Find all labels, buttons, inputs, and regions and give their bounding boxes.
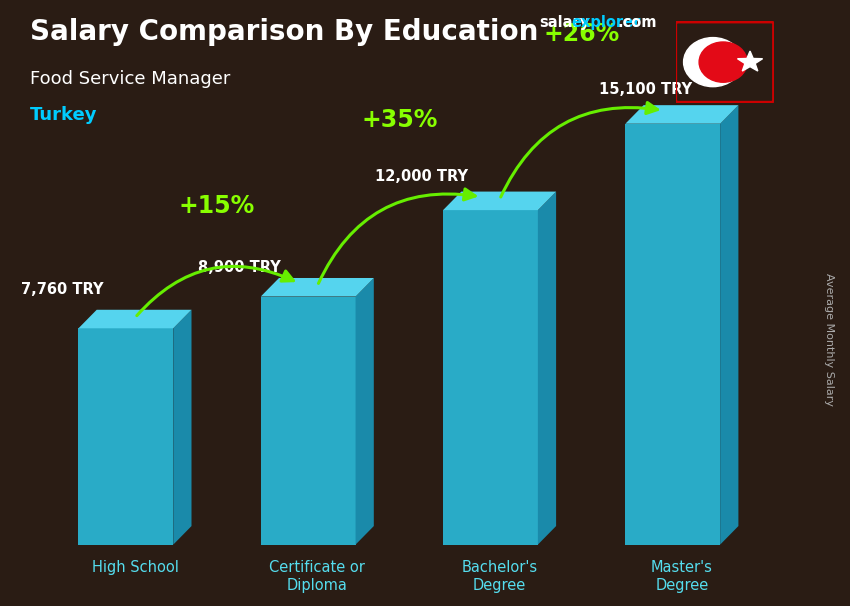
Polygon shape bbox=[720, 105, 739, 545]
Polygon shape bbox=[738, 51, 762, 71]
Text: 12,000 TRY: 12,000 TRY bbox=[375, 168, 468, 184]
Text: Food Service Manager: Food Service Manager bbox=[30, 70, 230, 88]
Polygon shape bbox=[355, 278, 374, 545]
Polygon shape bbox=[626, 124, 720, 545]
Text: .com: .com bbox=[617, 15, 656, 30]
Text: salary: salary bbox=[540, 15, 590, 30]
Text: Salary Comparison By Education: Salary Comparison By Education bbox=[30, 18, 538, 46]
Text: +26%: +26% bbox=[543, 22, 620, 45]
Text: explorer: explorer bbox=[571, 15, 641, 30]
Text: Bachelor's
Degree: Bachelor's Degree bbox=[462, 561, 538, 593]
Circle shape bbox=[683, 38, 742, 87]
Text: +35%: +35% bbox=[361, 108, 438, 132]
Polygon shape bbox=[443, 210, 538, 545]
Polygon shape bbox=[538, 191, 556, 545]
Text: +15%: +15% bbox=[178, 195, 255, 219]
Text: Master's
Degree: Master's Degree bbox=[651, 561, 713, 593]
Text: 8,900 TRY: 8,900 TRY bbox=[197, 261, 280, 275]
Text: Average Monthly Salary: Average Monthly Salary bbox=[824, 273, 834, 406]
Polygon shape bbox=[78, 310, 191, 328]
Text: 15,100 TRY: 15,100 TRY bbox=[599, 82, 692, 97]
Polygon shape bbox=[443, 191, 556, 210]
Polygon shape bbox=[261, 278, 374, 296]
Circle shape bbox=[699, 42, 747, 82]
Text: 7,760 TRY: 7,760 TRY bbox=[20, 282, 104, 296]
Text: High School: High School bbox=[92, 561, 178, 576]
Text: Certificate or
Diploma: Certificate or Diploma bbox=[269, 561, 366, 593]
Polygon shape bbox=[78, 328, 173, 545]
Polygon shape bbox=[173, 310, 191, 545]
Polygon shape bbox=[626, 105, 739, 124]
Polygon shape bbox=[261, 296, 355, 545]
Text: Turkey: Turkey bbox=[30, 106, 97, 124]
